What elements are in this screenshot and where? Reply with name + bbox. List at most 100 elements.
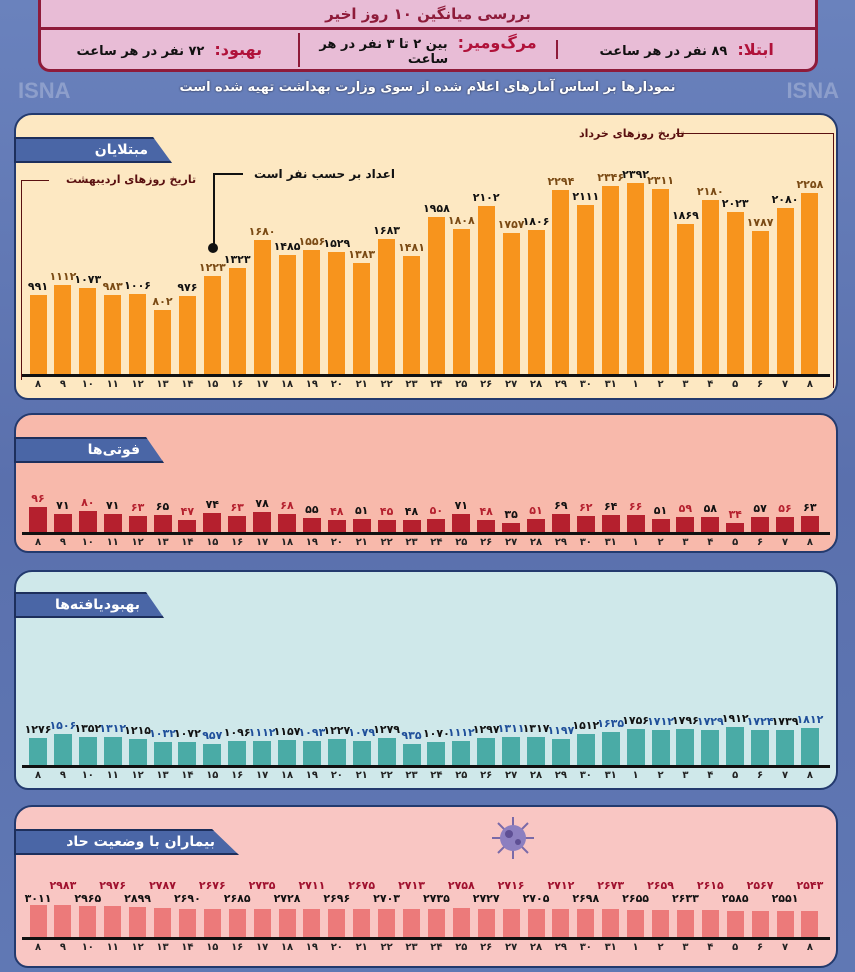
deaths-bar	[402, 519, 421, 532]
infected-x-tick: ۱	[632, 379, 639, 390]
infected-x-tick: ۸	[806, 379, 813, 390]
summary-header: بررسی میانگین ۱۰ روز اخیر ابتلا: ۸۹ نفر د…	[38, 0, 818, 72]
deaths-bar	[228, 515, 247, 532]
recovered-x-tick: ۲۵	[455, 770, 468, 781]
deaths-data-label: ۶۲	[579, 500, 593, 514]
recovered-data-label: ۱۷۹۶	[671, 713, 699, 727]
critical-bar	[29, 905, 47, 937]
deaths-bar	[726, 523, 745, 532]
infected-data-label: ۱۲۲۳	[198, 261, 226, 275]
critical-data-label: ۲۷۱۲	[547, 879, 575, 892]
recovered-data-label: ۱۳۱۷	[522, 722, 550, 736]
recovered-data-label: ۱۳۱۲	[99, 722, 127, 736]
deaths-x-tick: ۱۸	[280, 537, 294, 548]
recovered-x-tick: ۷	[781, 770, 789, 781]
critical-data-label: ۲۵۴۳	[796, 879, 824, 892]
critical-x-tick: ۱	[632, 942, 639, 953]
recovered-bar	[128, 739, 147, 765]
recovered-title: بهبودیافته‌ها	[14, 592, 164, 618]
infected-bar	[552, 190, 570, 374]
deaths-data-label: ۵۸	[703, 501, 718, 515]
critical-x-tick: ۱۸	[280, 942, 294, 953]
infected-data-label: ۱۹۵۸	[422, 202, 450, 216]
infected-x-tick: ۲۲	[380, 379, 393, 390]
recovered-x-tick: ۱۲	[131, 770, 144, 781]
infected-x-tick: ۲۵	[455, 379, 468, 390]
recovered-bar	[701, 729, 720, 765]
deaths-data-label: ۴۵	[379, 505, 394, 519]
recovered-data-label: ۱۲۷۹	[373, 722, 401, 736]
deaths-data-label: ۳۴	[728, 508, 742, 522]
recovered-bar	[676, 728, 695, 765]
critical-x-tick: ۳۱	[604, 942, 617, 953]
critical-x-tick: ۲۳	[405, 942, 418, 953]
recovered-bar	[576, 733, 595, 765]
infected-x-tick: ۱۹	[305, 379, 318, 390]
recovered-x-tick: ۵	[732, 770, 739, 781]
deaths-data-label: ۶۳	[803, 500, 817, 514]
deaths-x-tick: ۱۱	[106, 537, 119, 548]
deaths-x-tick: ۱۲	[131, 537, 144, 548]
infected-data-label: ۱۰۷۳	[74, 273, 102, 287]
critical-data-label: ۲۷۲۸	[273, 892, 301, 905]
infected-data-label: ۲۳۴۶	[597, 171, 625, 185]
infected-x-tick: ۱۲	[131, 379, 144, 390]
infected-bar	[577, 205, 595, 374]
infected-bar	[278, 255, 296, 374]
recovered-bar	[452, 740, 471, 765]
infected-bar	[353, 263, 371, 374]
recovered-data-label: ۱۱۱۲	[248, 725, 276, 739]
deaths-data-label: ۴۸	[479, 504, 493, 518]
infected-title: مبتلایان	[14, 137, 172, 163]
critical-x-tick: ۹	[59, 942, 66, 953]
critical-x-tick: ۲۲	[380, 942, 393, 953]
infected-data-label: ۲۰۲۳	[721, 197, 749, 211]
infected-data-label: ۱۳۸۳	[348, 248, 376, 262]
infected-x-tick: ۱۷	[255, 379, 269, 390]
deaths-bar	[601, 515, 620, 532]
infected-bar	[54, 285, 72, 374]
source-note: نمودارها بر اساس آمارهای اعلام شده از سو…	[179, 80, 676, 95]
recovered-bar	[253, 740, 272, 765]
deaths-data-label: ۵۱	[529, 503, 543, 517]
recovered-bar	[352, 741, 371, 765]
infected-bar	[253, 239, 271, 374]
recovered-bar	[153, 742, 172, 765]
infected-data-label: ۲۱۱۱	[572, 190, 600, 204]
critical-x-tick: ۶	[757, 942, 764, 953]
infected-bar	[79, 288, 97, 374]
deaths-data-label: ۵۱	[653, 503, 668, 517]
watermark: ISNA	[786, 78, 839, 103]
infected-x-tick: ۲۱	[355, 379, 368, 390]
recovered-bar	[377, 737, 396, 765]
ordibehesht-note: تاریخ روزهای اردیبهشت	[66, 173, 197, 186]
critical-bar	[527, 909, 545, 937]
infected-x-tick: ۲۴	[430, 379, 443, 390]
infected-x-tick: ۸	[34, 379, 42, 390]
infected-bar	[502, 233, 520, 374]
critical-bar	[303, 908, 321, 937]
critical-data-label: ۲۶۹۸	[572, 892, 600, 905]
infected-x-tick: ۱۴	[181, 379, 194, 390]
critical-bar	[726, 910, 744, 937]
recovered-bar	[103, 737, 122, 765]
deaths-bar	[103, 513, 122, 532]
critical-bar	[776, 910, 794, 937]
deaths-data-label: ۴۸	[404, 504, 419, 518]
deaths-bar	[327, 519, 346, 532]
deaths-bar	[78, 511, 97, 532]
recovered-data-label: ۱۲۷۶	[24, 722, 52, 736]
recovered-data-label: ۱۵۰۶	[49, 718, 77, 732]
deaths-x-tick: ۲۴	[430, 537, 443, 548]
critical-data-label: ۲۶۳۳	[671, 892, 699, 905]
infected-bar	[203, 276, 221, 374]
critical-bar	[577, 909, 595, 937]
deaths-x-tick: ۹	[59, 537, 66, 548]
critical-x-tick: ۷	[781, 942, 789, 953]
summary-key: ابتلا:	[737, 40, 774, 59]
deaths-x-tick: ۵	[732, 537, 739, 548]
infected-bar	[527, 229, 545, 374]
recovered-x-tick: ۲۱	[355, 770, 368, 781]
deaths-data-label: ۸۰	[81, 496, 95, 510]
critical-data-label: ۲۷۰۳	[373, 892, 401, 905]
